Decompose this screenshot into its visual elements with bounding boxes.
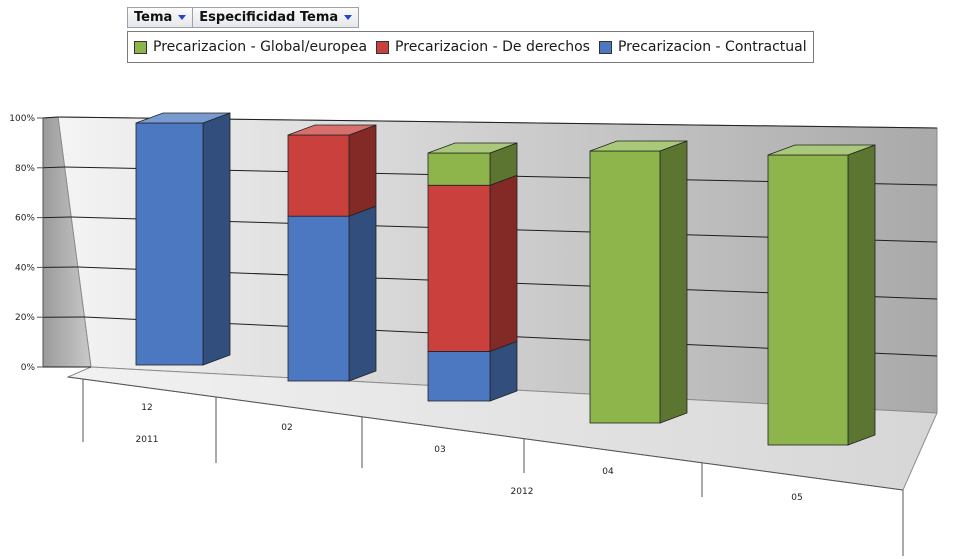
bar-segment-global-04 [589,140,688,424]
y-tick-label: 0% [21,363,36,373]
y-tick-label: 40% [15,263,35,273]
x-category-label: 05 [791,493,802,503]
y-tick-label: 100% [9,114,35,124]
legend-item-contractual: Precarizacion - Contractual [598,39,807,55]
y-tick-label: 60% [15,214,35,224]
pivot-filter-bar: Tema Especificidad Tema [127,7,360,28]
especificidad-filter-label: Especificidad Tema [199,10,339,25]
y-tick-label: 20% [15,313,35,323]
bar-segment-derechos-02 [287,124,377,217]
dropdown-arrow-icon [178,15,187,20]
legend-item-derechos: Precarizacion - De derechos [376,39,590,55]
bar-segment-contractual-12 [135,112,231,366]
legend-swatch-contractual [598,40,612,54]
x-group-label: 2011 [136,435,159,445]
chart-legend: Precarizacion - Global/europea Precariza… [127,31,814,63]
y-tick-label: 80% [15,164,35,174]
legend-label-global: Precarizacion - Global/europea [153,39,368,55]
bar-segment-global-03 [427,142,518,186]
tema-filter-label: Tema [134,10,173,25]
x-category-label: 04 [602,467,614,477]
x-group-label: 2012 [511,487,534,497]
side-gridline [42,116,59,119]
side-gridline [42,166,65,169]
x-axis-line [67,376,904,491]
legend-swatch-derechos [376,40,390,54]
side-gridline [42,216,72,219]
legend-label-contractual: Precarizacion - Contractual [617,39,807,55]
tema-filter-button[interactable]: Tema [127,7,194,28]
bar-segment-contractual-03 [427,340,518,402]
bar-segment-derechos-03 [427,174,518,352]
legend-item-global: Precarizacion - Global/europea [134,39,367,55]
x-category-label: 12 [141,403,152,413]
especificidad-filter-button[interactable]: Especificidad Tema [193,7,360,28]
x-category-label: 03 [434,445,445,455]
legend-label-derechos: Precarizacion - De derechos [395,39,590,55]
bar-segment-global-05 [767,144,876,446]
dropdown-arrow-icon [344,15,353,20]
legend-swatch-global [134,40,147,54]
x-category-label: 02 [281,423,292,433]
bar-segment-contractual-02 [287,205,377,382]
